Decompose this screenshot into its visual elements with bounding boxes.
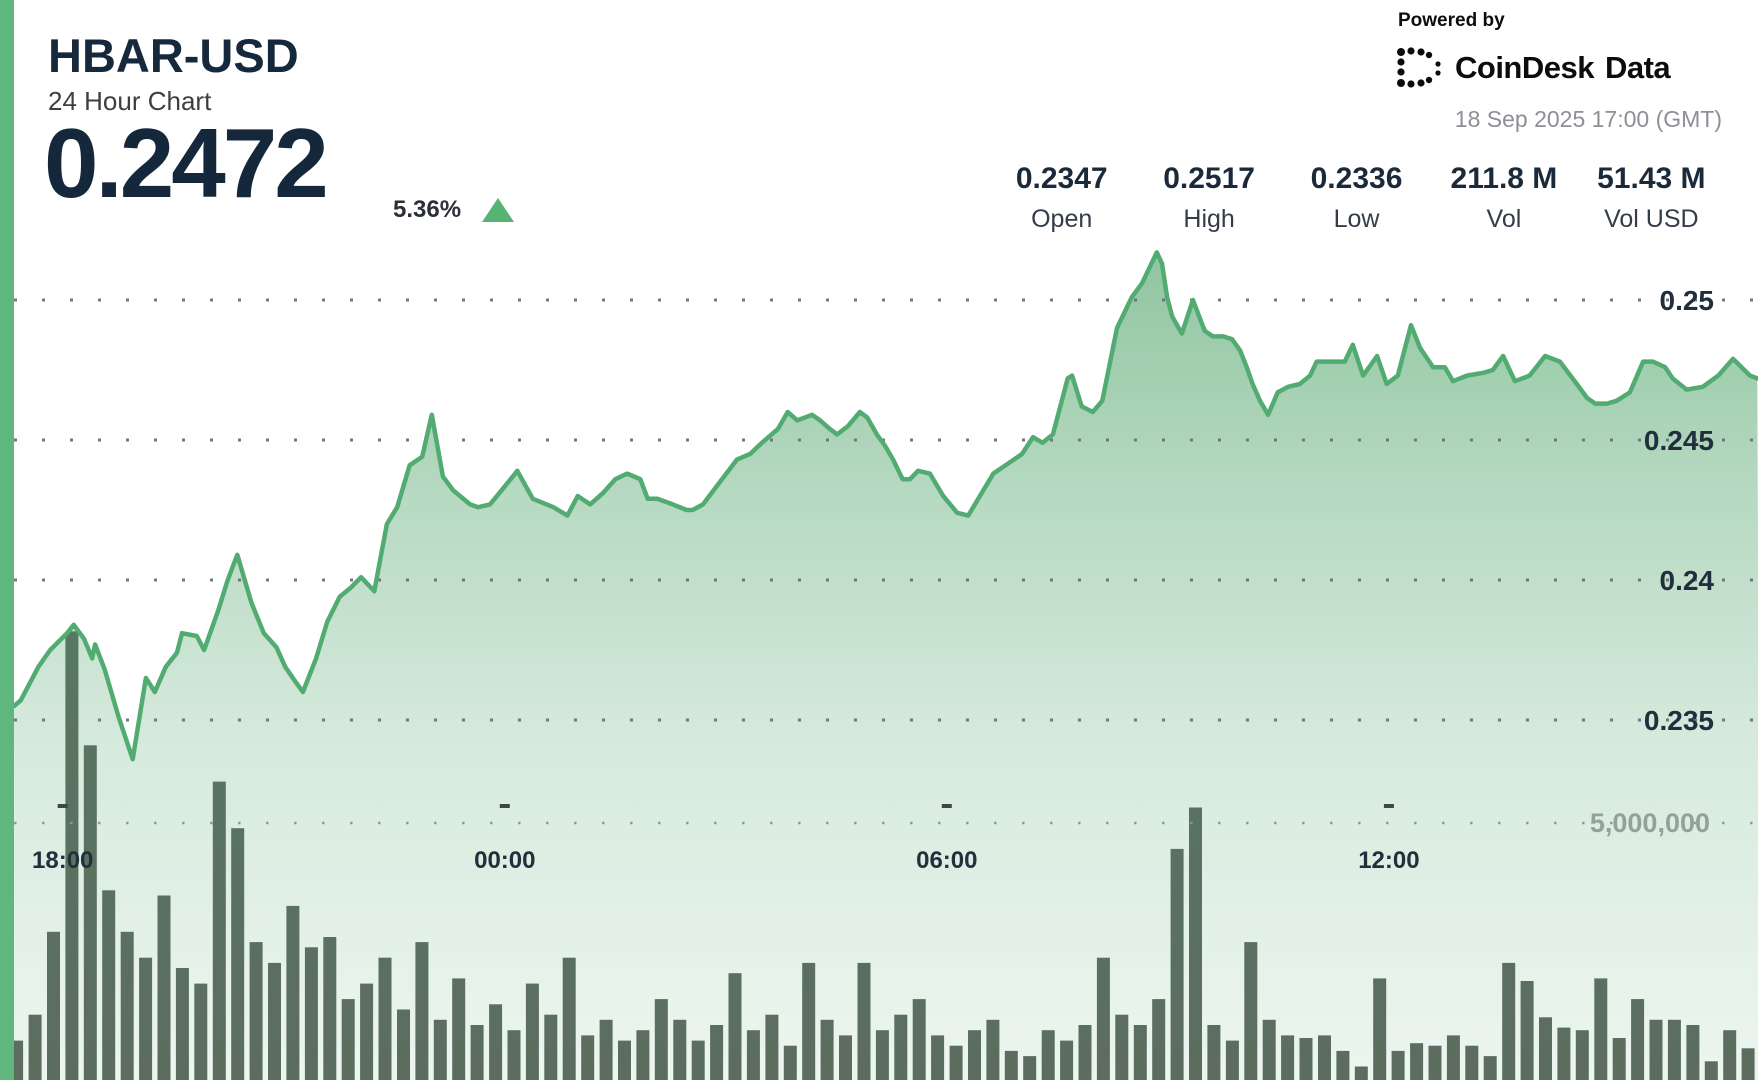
- ohlc-stats: 0.2347 Open 0.2517 High 0.2336 Low 211.8…: [988, 162, 1725, 234]
- percent-change: 5.36%: [393, 196, 462, 223]
- stat-low-label: Low: [1333, 205, 1380, 233]
- stat-vol-usd-value: 51.43 M: [1597, 162, 1706, 195]
- x-axis-label-0: 18:00: [32, 847, 93, 874]
- stat-low: 0.2336 Low: [1283, 162, 1430, 234]
- x-axis-label-2: 06:00: [916, 847, 977, 874]
- volume-axis-label: 5,000,000: [1590, 808, 1710, 838]
- stat-high: 0.2517 High: [1135, 162, 1282, 234]
- time-axis-labels: 18:00 00:00 06:00 12:00: [32, 847, 1420, 874]
- y-axis-label-3: 0.235: [1644, 705, 1714, 736]
- x-axis-label-3: 12:00: [1358, 847, 1419, 874]
- x-axis-label-1: 00:00: [474, 847, 535, 874]
- brand-wordmark: CoinDesk Data: [1455, 50, 1671, 86]
- timestamp: 18 Sep 2025 17:00 (GMT): [1454, 106, 1722, 132]
- y-axis-label-0: 0.25: [1660, 285, 1715, 316]
- stat-open: 0.2347 Open: [988, 162, 1135, 234]
- page-title: HBAR-USD: [48, 29, 299, 82]
- coindesk-data-logo: CoinDesk Data: [1396, 46, 1671, 90]
- stat-vol-usd-label: Vol USD: [1604, 205, 1699, 233]
- stat-high-label: High: [1183, 205, 1235, 233]
- stat-low-value: 0.2336: [1310, 162, 1403, 195]
- price-axis-labels: 0.25 0.245 0.24 0.235 5,000,000: [1590, 285, 1715, 838]
- brand-coindesk: CoinDesk: [1455, 50, 1594, 85]
- stat-high-value: 0.2517: [1163, 162, 1255, 195]
- stat-open-value: 0.2347: [1015, 162, 1108, 195]
- price-line: [11, 250, 1758, 762]
- left-accent-bar: [0, 0, 14, 1080]
- stat-vol-value: 211.8 M: [1450, 162, 1558, 195]
- coindesk-dots-icon: [1397, 47, 1441, 88]
- powered-by-label: Powered by: [1398, 10, 1505, 31]
- y-axis-label-1: 0.245: [1644, 425, 1714, 456]
- stat-vol-usd: 51.43 M Vol USD: [1578, 162, 1725, 234]
- chart-subtitle: 24 Hour Chart: [48, 86, 212, 116]
- stat-open-label: Open: [1031, 205, 1093, 233]
- y-axis-label-2: 0.24: [1660, 565, 1715, 596]
- stat-vol: 211.8 M Vol: [1430, 162, 1577, 234]
- brand-data: Data: [1604, 50, 1671, 85]
- current-price: 0.2472: [44, 108, 329, 218]
- stat-vol-label: Vol: [1486, 205, 1522, 233]
- price-area-fill: [14, 252, 1758, 1080]
